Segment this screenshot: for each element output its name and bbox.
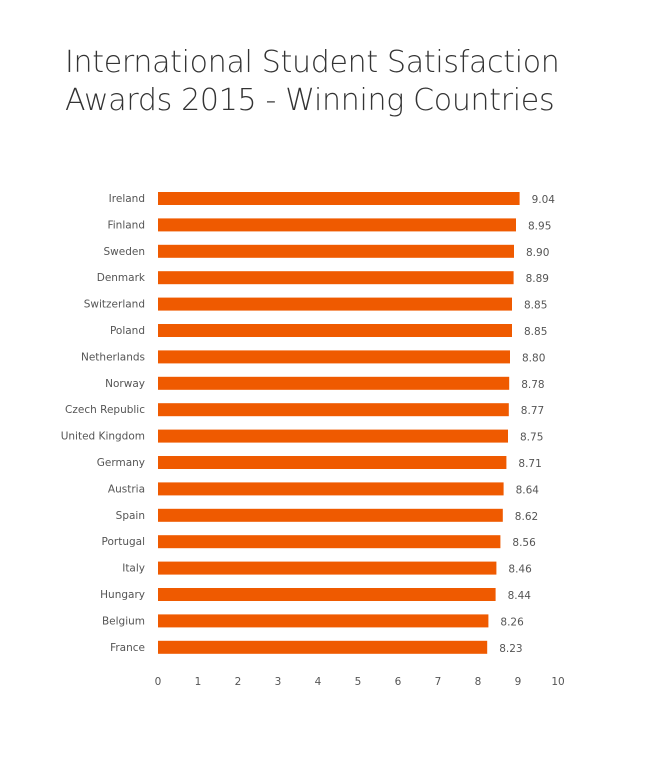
x-tick-label: 6: [395, 676, 402, 688]
x-tick-label: 5: [355, 676, 362, 688]
value-label: 8.89: [526, 273, 549, 285]
category-label: Denmark: [97, 272, 146, 284]
bar[interactable]: [158, 324, 512, 337]
category-label: Finland: [107, 219, 145, 231]
value-label: 8.95: [528, 220, 551, 232]
bar[interactable]: [158, 456, 507, 469]
category-label: Poland: [110, 325, 145, 337]
category-label: Austria: [108, 483, 145, 495]
bar[interactable]: [158, 376, 510, 390]
bar[interactable]: [158, 614, 489, 628]
x-tick-label: 10: [551, 676, 564, 688]
category-label: United Kingdom: [61, 431, 145, 443]
category-label: Hungary: [100, 589, 145, 601]
category-label: Italy: [122, 563, 145, 575]
bar[interactable]: [158, 640, 488, 654]
bar[interactable]: [158, 271, 514, 285]
value-label: 8.71: [518, 458, 541, 470]
category-label: France: [110, 642, 145, 654]
value-label: 8.80: [522, 352, 545, 364]
bar[interactable]: [158, 561, 497, 575]
bar[interactable]: [158, 244, 514, 258]
value-label: 8.44: [508, 590, 532, 602]
bar[interactable]: [158, 192, 520, 205]
category-label: Netherlands: [81, 351, 145, 363]
category-label: Ireland: [109, 193, 145, 205]
x-tick-label: 3: [275, 676, 282, 688]
bar[interactable]: [158, 350, 510, 364]
category-label: Switzerland: [84, 299, 145, 311]
bar[interactable]: [158, 508, 503, 522]
category-label: Germany: [97, 457, 145, 469]
x-tick-label: 2: [235, 676, 242, 688]
category-label: Norway: [105, 378, 145, 390]
bar[interactable]: [158, 535, 501, 549]
value-label: 8.75: [520, 432, 543, 444]
bar[interactable]: [158, 588, 496, 601]
value-label: 8.26: [500, 616, 524, 628]
value-label: 8.46: [508, 564, 532, 576]
value-label: 8.77: [521, 405, 544, 417]
value-label: 8.64: [516, 484, 540, 496]
x-tick-label: 7: [435, 676, 442, 688]
x-tick-label: 4: [315, 676, 322, 688]
value-label: 8.78: [521, 379, 544, 391]
category-label: Czech Republic: [65, 404, 145, 416]
x-tick-label: 0: [155, 676, 162, 688]
bar[interactable]: [158, 482, 504, 496]
x-tick-label: 8: [475, 676, 482, 688]
value-label: 8.90: [526, 247, 549, 259]
category-label: Portugal: [102, 536, 146, 548]
bar[interactable]: [158, 297, 512, 311]
bar[interactable]: [158, 218, 516, 232]
category-label: Spain: [116, 510, 145, 522]
chart-title: International Student Satisfaction Award…: [65, 45, 560, 118]
value-label: 8.85: [524, 326, 547, 338]
value-label: 8.85: [524, 300, 547, 312]
category-label: Sweden: [104, 246, 146, 258]
value-label: 8.62: [515, 511, 538, 523]
value-label: 8.23: [499, 643, 522, 655]
x-tick-label: 9: [515, 676, 522, 688]
category-label: Belgium: [102, 615, 145, 627]
value-label: 8.56: [512, 537, 536, 549]
bar[interactable]: [158, 429, 508, 443]
bar[interactable]: [158, 403, 509, 417]
value-label: 9.04: [532, 194, 556, 206]
x-tick-label: 1: [195, 676, 202, 688]
